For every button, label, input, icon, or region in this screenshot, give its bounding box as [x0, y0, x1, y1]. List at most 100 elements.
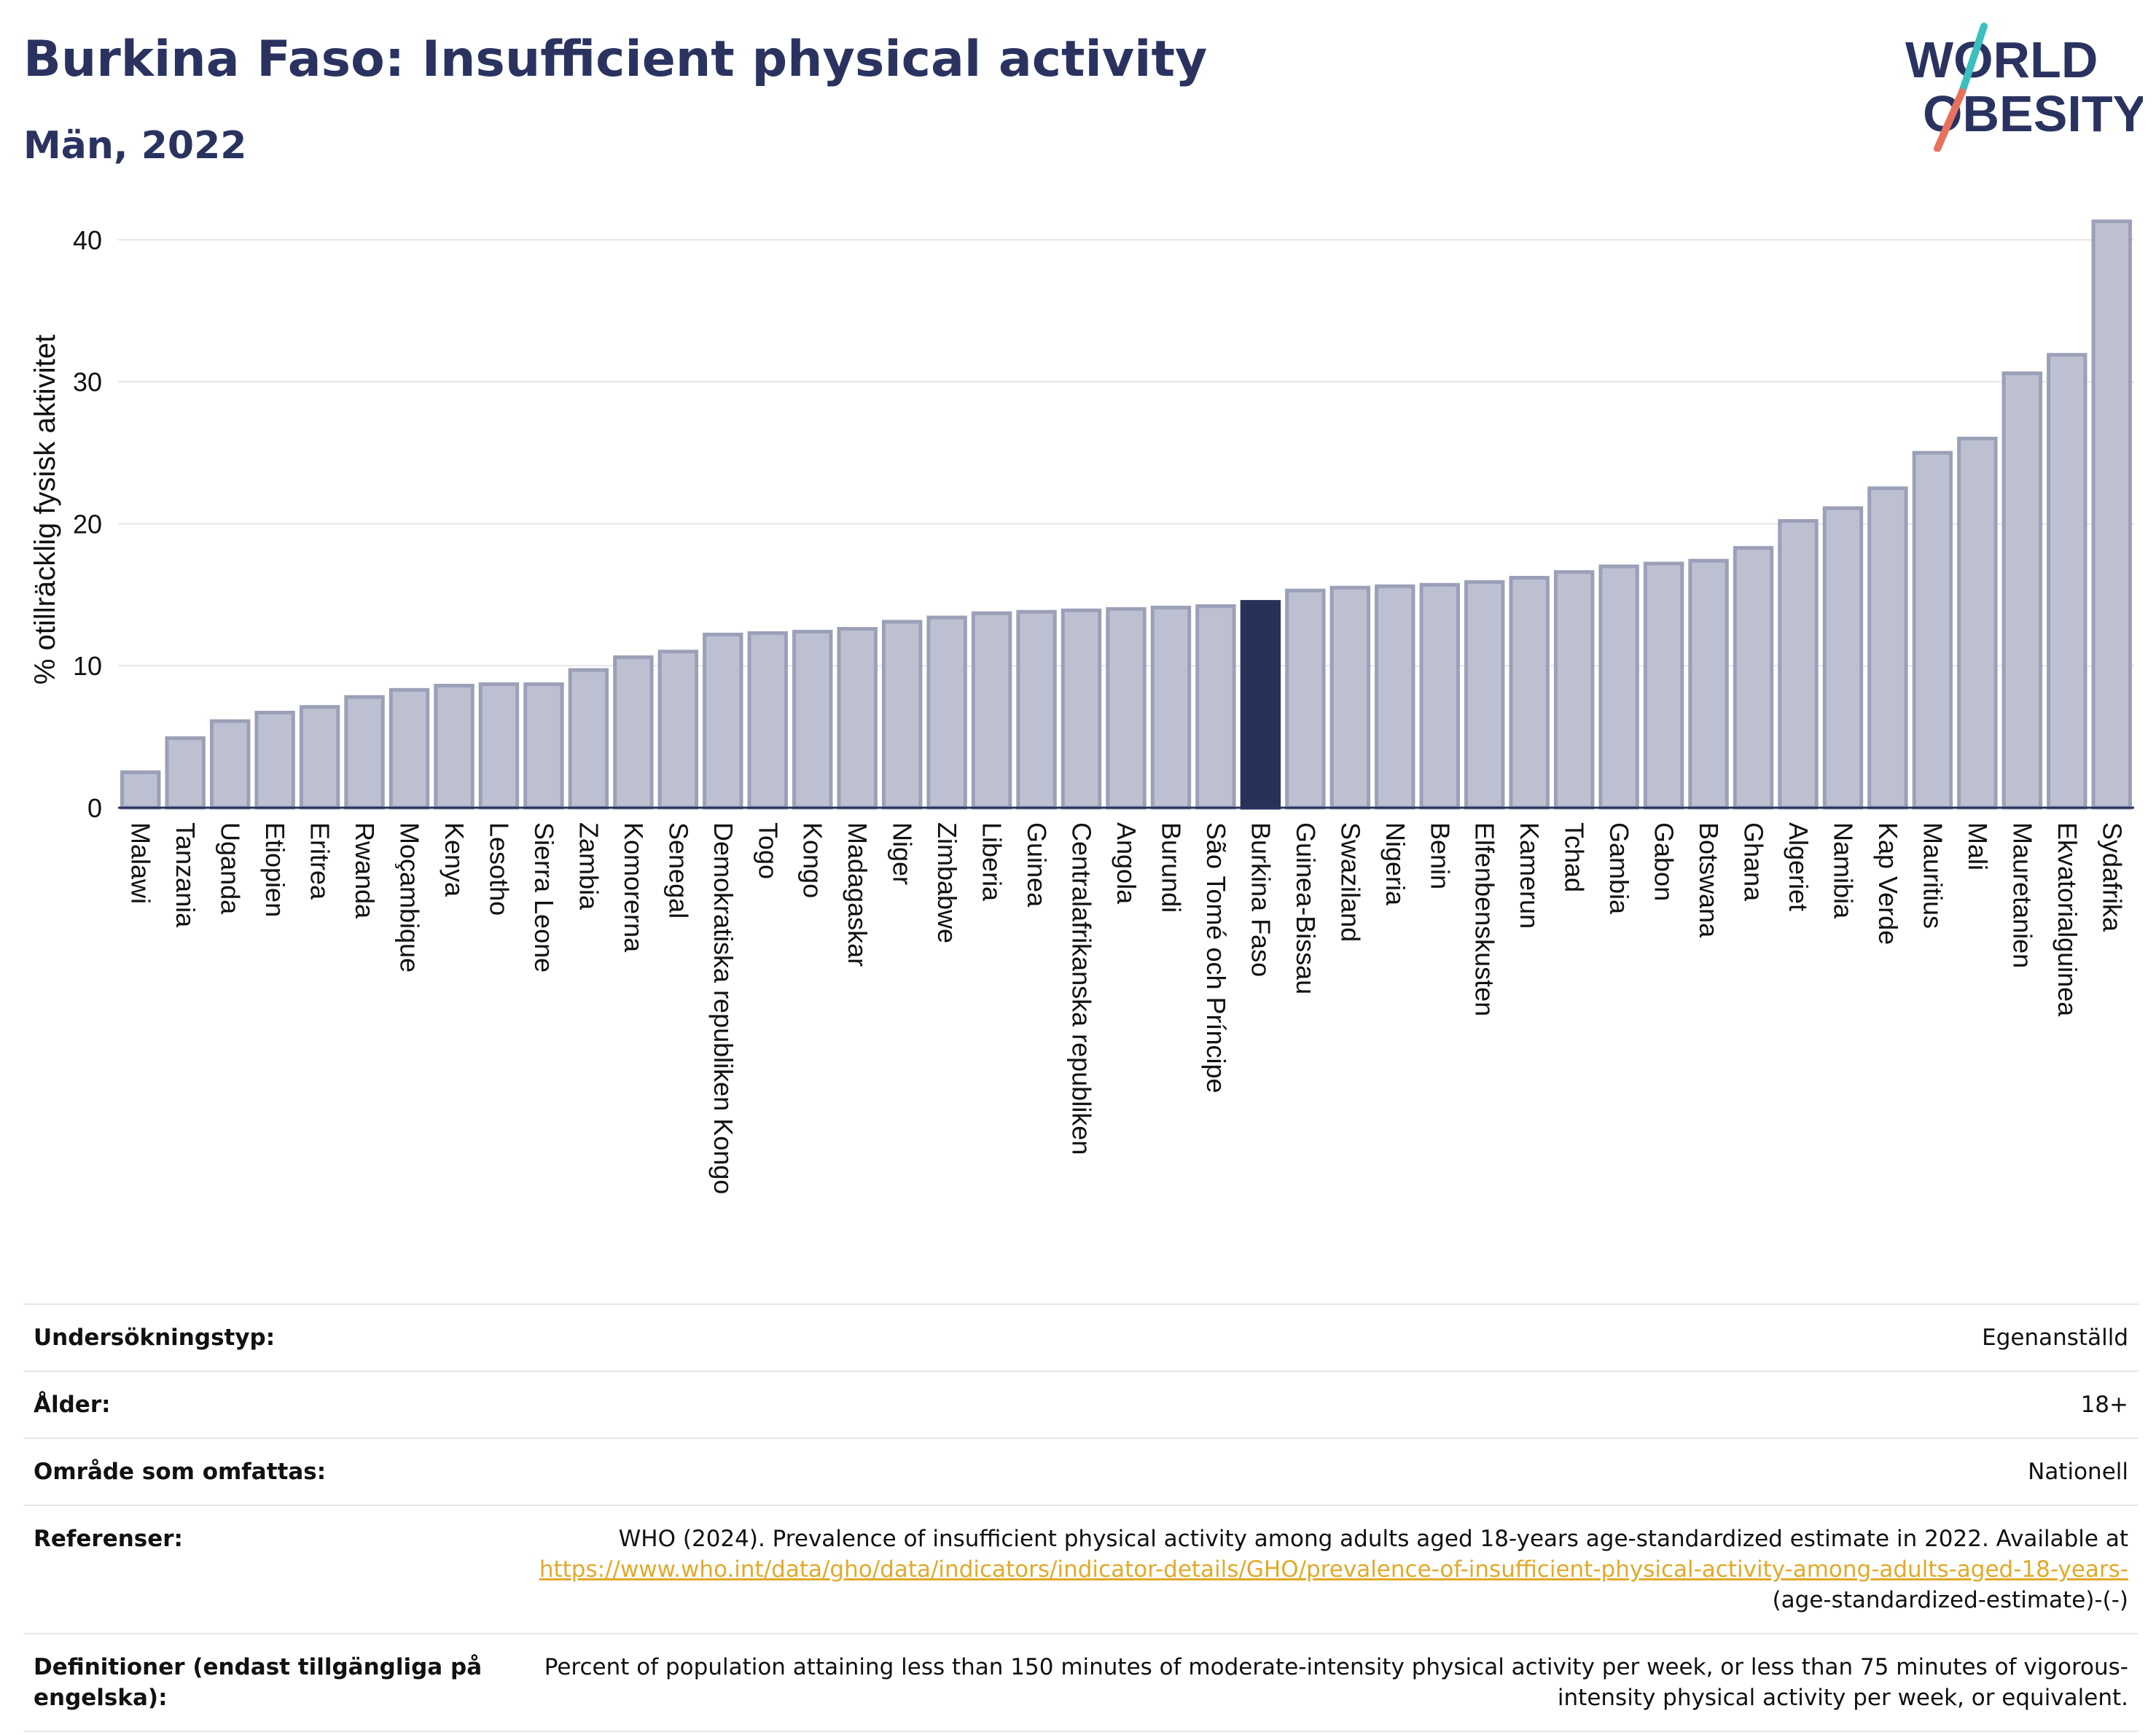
- reference-suffix: (age-standardized-estimate)-(-): [1772, 1587, 2128, 1613]
- bar: [1150, 605, 1192, 810]
- reference-text: WHO (2024). Prevalence of insufficient p…: [618, 1526, 2128, 1552]
- x-tick-label: Tchad: [1560, 822, 1590, 892]
- bar: [1778, 519, 1819, 810]
- x-tick-label: Moçambique: [395, 822, 425, 972]
- page-title: Burkina Faso: Insufficient physical acti…: [23, 31, 1208, 88]
- x-tick-label: Etiopien: [260, 822, 290, 917]
- x-tick-label: Nigeria: [1380, 822, 1410, 906]
- x-tick-label: Niger: [888, 822, 918, 885]
- x-tick-label: Madagaskar: [843, 822, 872, 967]
- x-tick-label: Elfenbenskusten: [1470, 822, 1500, 1016]
- bar: [613, 655, 654, 810]
- bar: [1733, 546, 1774, 810]
- x-tick-label: Sydafrika: [2097, 822, 2127, 932]
- x-tick-label: Demokratiska republiken Kongo: [708, 822, 738, 1194]
- x-tick-label: Uganda: [216, 822, 246, 915]
- bar: [523, 682, 564, 810]
- x-tick-label: Benin: [1425, 822, 1455, 889]
- bar: [1553, 570, 1595, 810]
- x-tick-label: Senegal: [663, 822, 693, 919]
- x-tick-label: Zimbabwe: [932, 822, 962, 943]
- bar: [1688, 558, 1729, 810]
- info-value: Egenanställd: [1982, 1325, 2128, 1351]
- info-row-definitions: Definitioner (endast tillgängliga på eng…: [23, 1633, 2139, 1732]
- bar: [2047, 353, 2087, 810]
- info-label: Område som omfattas:: [34, 1459, 327, 1485]
- info-value: Percent of population attaining less tha…: [544, 1654, 2128, 1711]
- info-row-references: Referenser: WHO (2024). Prevalence of in…: [23, 1505, 2139, 1633]
- bar: [388, 687, 430, 810]
- y-tick-label: 20: [73, 509, 102, 539]
- bar: [703, 632, 743, 810]
- x-tick-label: Angola: [1112, 822, 1141, 905]
- info-value: Nationell: [2028, 1459, 2128, 1485]
- bar: [568, 668, 609, 810]
- bar: [1643, 561, 1684, 810]
- logo-slash-teal: [1958, 23, 1988, 95]
- x-tick-label: Gabon: [1649, 822, 1679, 901]
- x-tick-label: Guinea: [1022, 822, 1052, 908]
- bar: [1016, 609, 1057, 810]
- bar: [209, 719, 251, 810]
- x-tick-label: Lesotho: [484, 822, 514, 916]
- x-tick-labels: Malawi Tanzania Uganda Etiopien Eritrea Rwand…: [126, 822, 2128, 1194]
- x-tick-label: Kamerun: [1515, 822, 1544, 929]
- bar: [837, 627, 878, 810]
- bar: [254, 711, 295, 810]
- info-row-survey-type: Undersökningstyp: Egenanställd: [23, 1303, 2139, 1371]
- bar: [1867, 486, 1908, 810]
- bars: [120, 219, 2132, 810]
- x-tick-label: Swaziland: [1335, 822, 1365, 942]
- x-tick-label: Algeriet: [1784, 822, 1813, 911]
- bar: [792, 629, 833, 810]
- x-tick-label: Ekvatorialguinea: [2053, 822, 2082, 1017]
- x-tick-label: Zambia: [574, 822, 604, 911]
- info-value: WHO (2024). Prevalence of insufficient p…: [485, 1524, 2128, 1615]
- bar: [747, 631, 788, 810]
- x-tick-label: Sierra Leone: [529, 822, 559, 972]
- bar: [299, 705, 340, 810]
- logo-world-text: WORLD: [1905, 31, 2098, 88]
- x-tick-label: Kongo: [798, 822, 828, 898]
- bar: [971, 611, 1012, 810]
- bar: [1375, 584, 1415, 810]
- bar-chart: 0 10 20 30 40 Malawi Tanzania Uganda Etiopien Er…: [29, 219, 2134, 1194]
- page-subtitle: Män, 2022: [23, 124, 247, 168]
- y-axis-label: % otillräcklig fysisk aktivitet: [29, 335, 61, 685]
- x-tick-label: Mauritius: [1918, 822, 1948, 929]
- x-tick-label: Botswana: [1694, 822, 1724, 938]
- y-tick-label: 10: [73, 651, 102, 681]
- logo-slash-coral: [1934, 88, 1966, 152]
- x-tick-label: Burundi: [1156, 822, 1186, 913]
- info-label: Ålder:: [34, 1392, 111, 1418]
- x-tick-label: Eritrea: [305, 822, 335, 900]
- x-tick-label: Tanzania: [171, 822, 200, 928]
- bar: [1957, 437, 1998, 810]
- y-tick-label: 40: [73, 225, 102, 255]
- reference-link[interactable]: https://www.who.int/data/gho/data/indica…: [539, 1556, 2128, 1583]
- x-tick-label: São Tomé och Príncipe: [1201, 822, 1231, 1093]
- x-tick-label: Namibia: [1828, 822, 1858, 919]
- x-tick-label: Liberia: [977, 822, 1007, 902]
- bar: [1464, 580, 1505, 810]
- bar: [657, 650, 699, 810]
- bar: [1195, 604, 1236, 810]
- x-tick-label: Mali: [1963, 822, 1993, 870]
- bar: [1509, 575, 1550, 810]
- bar: [1106, 607, 1147, 810]
- y-tick-label: 0: [87, 793, 102, 823]
- world-obesity-logo: WORLD OBESITY: [1905, 23, 2143, 152]
- bar: [2001, 371, 2043, 810]
- info-value: 18+: [2080, 1392, 2128, 1418]
- bar: [926, 615, 967, 810]
- x-tick-label: Malawi: [126, 822, 156, 904]
- bar: [120, 770, 161, 810]
- y-tick-label: 30: [73, 367, 102, 397]
- bar: [1598, 564, 1639, 810]
- info-label: Definitioner (endast tillgängliga på eng…: [34, 1654, 483, 1711]
- x-tick-label: Burkina Faso: [1246, 822, 1276, 977]
- info-label: Undersökningstyp:: [34, 1325, 276, 1351]
- x-tick-label: Ghana: [1739, 822, 1769, 902]
- bar: [434, 684, 474, 810]
- x-tick-label: Centralafrikanska republiken: [1067, 822, 1097, 1155]
